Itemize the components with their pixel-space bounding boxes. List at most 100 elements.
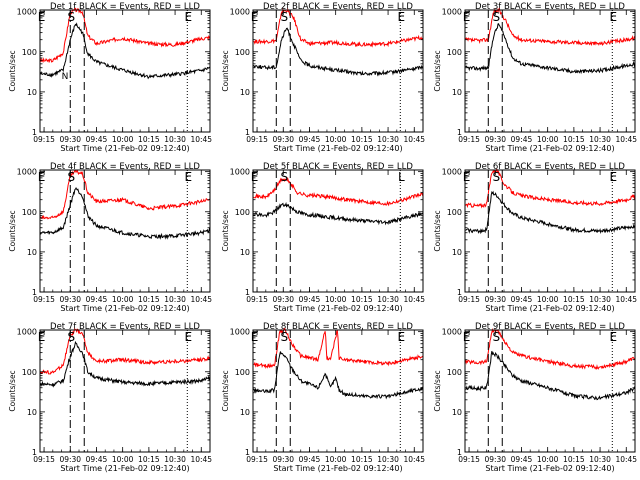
y-tick-label: 1	[245, 448, 250, 457]
x-axis-label: Start Time (21-Feb-02 09:12:40)	[60, 304, 189, 313]
x-tick-label: 10:45	[615, 455, 637, 464]
y-tick-label: 10	[452, 408, 462, 417]
x-tick-label: 09:30	[272, 135, 294, 144]
x-tick-label: 09:45	[511, 295, 533, 304]
event-marker-label: S	[67, 170, 75, 184]
y-tick-label: 100	[447, 48, 462, 57]
x-tick-label: 10:15	[351, 455, 373, 464]
x-tick-label: 09:30	[484, 135, 506, 144]
x-tick-label: 09:15	[33, 135, 55, 144]
y-tick-label: 1	[457, 128, 462, 137]
x-tick-label: 10:30	[164, 295, 186, 304]
y-tick-label: 10	[240, 88, 250, 97]
x-tick-label: 10:15	[138, 295, 160, 304]
x-tick-label: 10:00	[325, 295, 347, 304]
series-line-red	[465, 168, 636, 209]
x-tick-label: 09:45	[511, 455, 533, 464]
series-line-black	[40, 22, 211, 80]
plot-frame	[252, 169, 424, 293]
y-axis-label: Counts/sec	[433, 210, 442, 251]
inline-label: N	[62, 72, 69, 82]
x-tick-label: 10:00	[537, 455, 559, 464]
series-line-black	[253, 201, 424, 226]
x-tick-label: 10:30	[377, 295, 399, 304]
x-tick-label: 09:30	[484, 455, 506, 464]
y-tick-label: 100	[447, 208, 462, 217]
y-tick-label: 10	[27, 408, 37, 417]
y-tick-label: 100	[447, 368, 462, 377]
x-tick-label: 09:45	[86, 295, 108, 304]
event-marker-label: E	[609, 10, 617, 24]
y-tick-label: 1	[245, 288, 250, 297]
x-tick-label: 10:15	[563, 455, 585, 464]
x-tick-label: 10:00	[112, 135, 134, 144]
series-line-black	[253, 351, 424, 400]
x-tick-label: 09:30	[272, 295, 294, 304]
chart-title: Det 8f BLACK = Events, RED = LLD	[263, 322, 413, 332]
plot-frame	[39, 169, 211, 293]
y-tick-label: 100	[235, 368, 250, 377]
plot-frame	[464, 169, 636, 293]
x-tick-label: 10:00	[112, 455, 134, 464]
event-marker-label: S	[492, 10, 500, 24]
event-marker-label: E	[397, 330, 405, 344]
plot-frame	[252, 9, 424, 133]
x-tick-label: 09:30	[272, 455, 294, 464]
y-axis-label: Counts/sec	[221, 50, 230, 91]
y-tick-label: 100	[22, 48, 37, 57]
x-tick-label: 10:00	[537, 295, 559, 304]
chart-title: Det 1f BLACK = Events, RED = LLD	[50, 2, 200, 12]
x-tick-label: 09:15	[246, 295, 268, 304]
x-tick-label: 09:45	[86, 135, 108, 144]
series-line-black	[40, 340, 211, 388]
x-axis-label: Start Time (21-Feb-02 09:12:40)	[273, 144, 402, 153]
x-tick-label: 09:15	[458, 455, 480, 464]
series-line-black	[40, 187, 211, 240]
event-marker-label: E	[463, 330, 471, 344]
plot-frame	[252, 329, 424, 453]
series-line-black	[465, 350, 636, 401]
y-tick-label: 10	[452, 88, 462, 97]
x-axis-label: Start Time (21-Feb-02 09:12:40)	[485, 304, 614, 313]
series-line-red	[253, 328, 424, 369]
x-tick-label: 09:45	[299, 135, 321, 144]
event-marker-label: L	[398, 170, 405, 184]
x-tick-label: 10:00	[112, 295, 134, 304]
x-tick-label: 09:45	[299, 455, 321, 464]
x-axis-label: Start Time (21-Feb-02 09:12:40)	[273, 304, 402, 313]
event-marker-label: E	[184, 170, 192, 184]
y-tick-label: 1	[32, 288, 37, 297]
chart-title: Det 4f BLACK = Events, RED = LLD	[50, 162, 200, 172]
event-marker-label: E	[38, 330, 46, 344]
x-tick-label: 10:00	[325, 135, 347, 144]
y-tick-label: 1000	[442, 328, 462, 337]
y-axis-label: Counts/sec	[221, 370, 230, 411]
x-tick-label: 10:15	[351, 135, 373, 144]
y-tick-label: 1000	[442, 8, 462, 17]
x-tick-label: 09:30	[59, 455, 81, 464]
x-tick-label: 10:45	[403, 455, 425, 464]
event-marker-label: E	[251, 170, 259, 184]
y-tick-label: 1000	[230, 8, 250, 17]
y-axis-label: Counts/sec	[433, 370, 442, 411]
event-marker-label: E	[38, 170, 46, 184]
x-tick-label: 10:45	[403, 295, 425, 304]
x-tick-label: 09:45	[299, 295, 321, 304]
series-line-black	[465, 23, 636, 75]
event-marker-label: S	[67, 10, 75, 24]
event-marker-label: E	[463, 170, 471, 184]
x-tick-label: 10:45	[190, 455, 212, 464]
y-tick-label: 1000	[17, 8, 37, 17]
x-tick-label: 10:15	[563, 295, 585, 304]
event-marker-label: E	[609, 330, 617, 344]
event-marker-label: E	[251, 330, 259, 344]
y-tick-label: 1	[245, 128, 250, 137]
x-tick-label: 10:00	[325, 455, 347, 464]
x-tick-label: 10:15	[138, 455, 160, 464]
